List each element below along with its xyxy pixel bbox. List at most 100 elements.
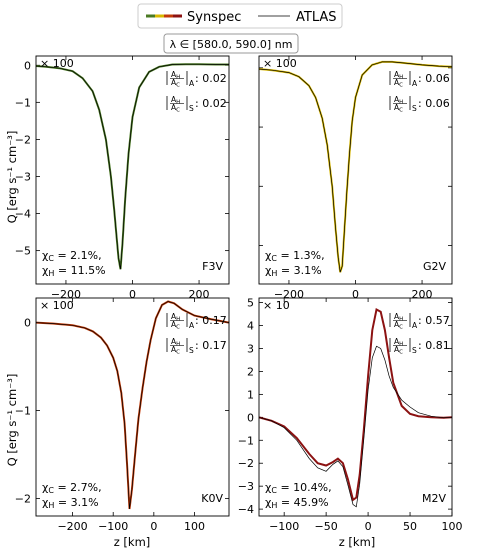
ratio-denominator: AC	[394, 320, 403, 331]
y-tick-label: −4	[15, 208, 31, 221]
plot-frame	[258, 297, 453, 517]
ratio-denominator: AC	[171, 320, 180, 331]
ratio-denominator: AC	[171, 103, 180, 114]
legend-frame	[137, 3, 343, 29]
series-atlas-line	[36, 301, 229, 510]
ratio-subscript: A	[189, 321, 195, 330]
y-tick-label: −4	[238, 503, 254, 516]
series-atlas-line	[259, 61, 452, 273]
ratio-numerator: AH	[394, 337, 403, 348]
series-atlas-line	[36, 63, 229, 270]
series-atlas-line	[259, 345, 452, 508]
ratio-denominator: AC	[394, 78, 403, 89]
x-tick-label: −100	[269, 520, 299, 533]
chi-c-label: χC = 2.7%,	[42, 481, 102, 495]
ratio-subscript: S	[189, 346, 194, 355]
y-axis-label-top: Q [erg s⁻¹ cm⁻³]	[5, 131, 19, 224]
series-synspec-line	[259, 60, 452, 273]
star-type-label: M2V	[422, 492, 446, 505]
ratio-subscript: A	[412, 79, 418, 88]
chi-h-label: χH = 3.1%	[42, 496, 99, 510]
legend: Synspec ATLAS	[137, 3, 343, 29]
x-tick-label: 200	[189, 288, 210, 301]
y-tick-label: 1	[247, 388, 254, 401]
y-tick-label: −1	[15, 96, 31, 109]
multiplier-label: × 100	[40, 299, 74, 312]
x-tick-label: −50	[315, 520, 338, 533]
chi-c-label: χC = 2.1%,	[42, 249, 102, 263]
y-tick-label: −5	[15, 245, 31, 258]
ratio-value: : 0.02	[195, 97, 227, 110]
y-tick-label: 0	[247, 411, 254, 424]
star-type-label: F3V	[202, 260, 223, 273]
ratio-numerator: AH	[171, 95, 180, 106]
ratio-value: : 0.02	[195, 72, 227, 85]
y-tick-label: 2	[247, 365, 254, 378]
x-tick-label: −100	[98, 520, 128, 533]
ratio-subscript: A	[412, 321, 418, 330]
star-type-label: G2V	[423, 260, 447, 273]
y-tick-label: 0	[24, 59, 31, 72]
x-tick-label: 0	[365, 520, 372, 533]
x-axis-label-left: z [km]	[114, 535, 151, 549]
plot-frame	[35, 297, 230, 517]
ratio-value: : 0.17	[195, 314, 227, 327]
plot-frame	[258, 55, 453, 285]
multiplier-label: × 100	[263, 57, 297, 70]
ratio-denominator: AC	[394, 103, 403, 114]
series-synspec-line	[36, 300, 229, 510]
x-tick-label: 0	[352, 288, 359, 301]
ratio-denominator: AC	[394, 345, 403, 356]
y-axis-label-bottom: Q [erg s⁻¹ cm⁻³]	[5, 374, 19, 467]
ratio-value: : 0.06	[418, 72, 450, 85]
plot-frame	[35, 55, 230, 285]
legend-atlas-label: ATLAS	[296, 10, 337, 25]
ratio-subscript: S	[189, 104, 194, 113]
y-tick-label: −3	[15, 170, 31, 183]
x-tick-label: 100	[184, 520, 205, 533]
ratio-value: : 0.57	[418, 314, 450, 327]
multiplier-label: × 10	[263, 299, 290, 312]
ratio-numerator: AH	[171, 312, 180, 323]
x-tick-label: 0	[150, 520, 157, 533]
y-tick-label: 4	[247, 320, 254, 333]
wavelength-box-text: λ ∈ [580.0, 590.0] nm	[170, 38, 293, 51]
chi-h-label: χH = 45.9%	[265, 496, 329, 510]
chi-h-label: χH = 3.1%	[265, 264, 322, 278]
star-type-label: K0V	[201, 492, 223, 505]
legend-synspec-label: Synspec	[187, 10, 241, 25]
y-tick-label: 5	[247, 297, 254, 310]
series-synspec-line	[259, 307, 452, 502]
ratio-numerator: AH	[394, 70, 403, 81]
ratio-subscript: A	[189, 79, 195, 88]
ratio-numerator: AH	[171, 337, 180, 348]
wavelength-box: λ ∈ [580.0, 590.0] nm	[163, 33, 299, 54]
ratio-value: : 0.17	[195, 339, 227, 352]
ratio-numerator: AH	[171, 70, 180, 81]
y-tick-label: 3	[247, 342, 254, 355]
chi-c-label: χC = 1.3%,	[265, 249, 325, 263]
x-axis-label-right: z [km]	[339, 535, 376, 549]
series-synspec-line	[36, 63, 229, 270]
x-tick-label: 50	[403, 520, 417, 533]
y-tick-label: −2	[15, 492, 31, 505]
y-tick-label: −1	[238, 434, 254, 447]
ratio-numerator: AH	[394, 95, 403, 106]
x-tick-label: 200	[412, 288, 433, 301]
ratio-denominator: AC	[171, 78, 180, 89]
multiplier-label: × 100	[40, 57, 74, 70]
wavelength-box-frame	[163, 33, 299, 54]
ratio-numerator: AH	[394, 312, 403, 323]
y-tick-label: −2	[15, 133, 31, 146]
